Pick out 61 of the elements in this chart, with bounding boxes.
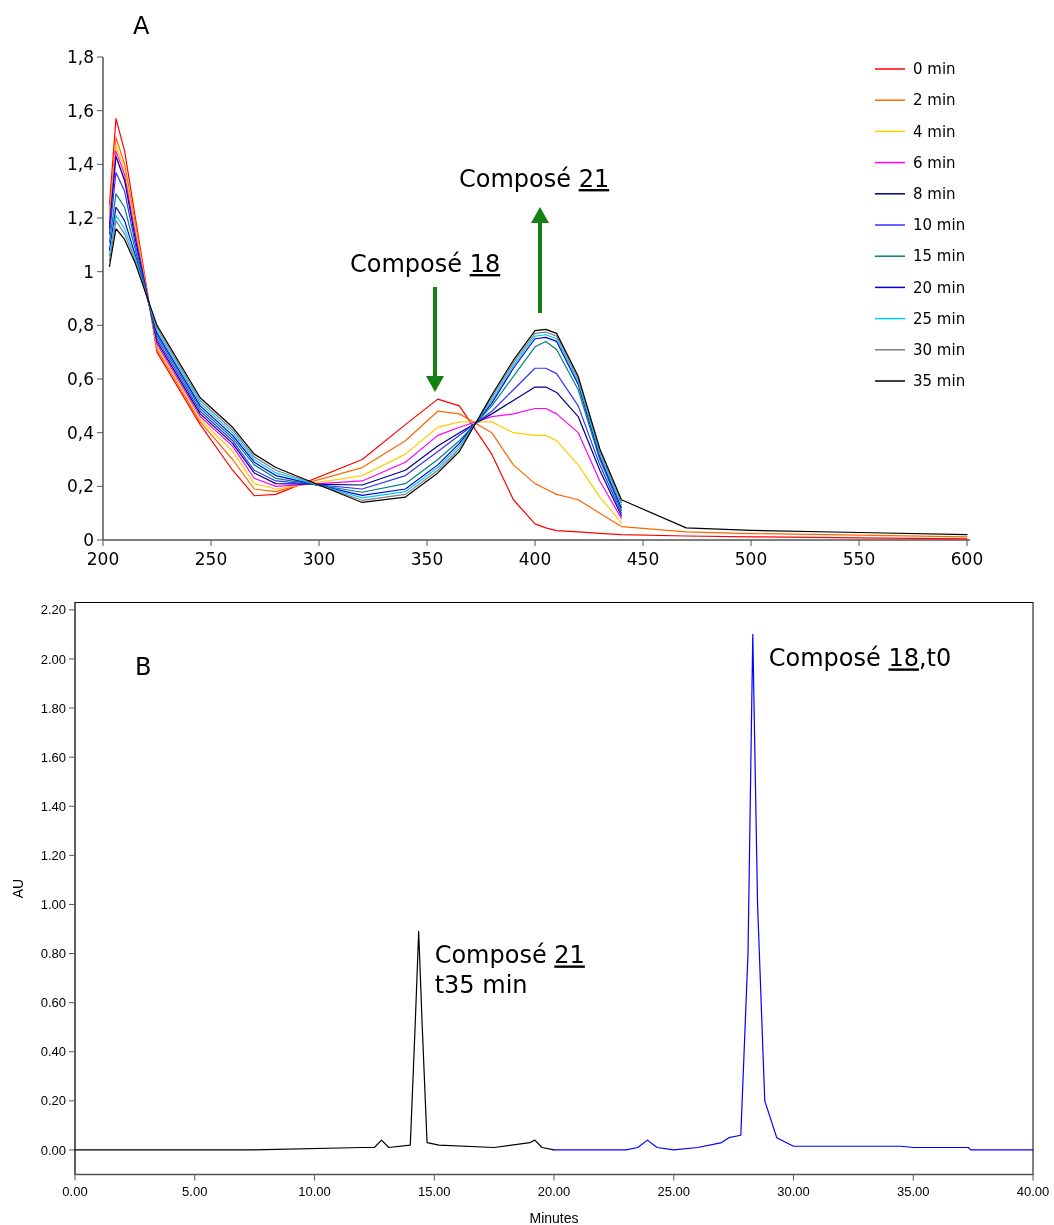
x-tick-label: 300 bbox=[302, 549, 336, 569]
y-tick-label: 0.20 bbox=[40, 1093, 66, 1109]
line-series bbox=[108, 228, 968, 536]
annotation: B bbox=[135, 653, 152, 681]
line-series bbox=[74, 930, 555, 1151]
legend-label: 6 min bbox=[913, 153, 956, 172]
annotation: Composé 18 bbox=[350, 250, 501, 278]
y-tick-label: 1,8 bbox=[66, 46, 94, 67]
x-tick-label: 15.00 bbox=[417, 1183, 451, 1199]
y-tick-label: 1.20 bbox=[40, 847, 66, 863]
x-tick-label: 250 bbox=[194, 549, 228, 569]
legend-label: 30 min bbox=[913, 341, 966, 360]
y-tick-label: 1,4 bbox=[66, 154, 94, 175]
x-tick-label: 35.00 bbox=[896, 1183, 930, 1199]
y-tick-label: 1,6 bbox=[66, 100, 94, 121]
y-tick-label: 2.20 bbox=[40, 602, 66, 618]
x-tick-label: 350 bbox=[410, 549, 444, 569]
y-tick-label: 1.40 bbox=[40, 798, 66, 814]
x-tick-label: 30.00 bbox=[777, 1183, 810, 1199]
legend-label: 10 min bbox=[913, 216, 966, 235]
x-tick-label: 25.00 bbox=[657, 1183, 691, 1199]
y-axis-title: AU bbox=[10, 878, 26, 899]
annotation: Composé 21 bbox=[459, 165, 610, 193]
text: A bbox=[133, 12, 150, 40]
legend-label: 2 min bbox=[913, 91, 956, 110]
x-tick-label: 200 bbox=[86, 549, 120, 569]
legend-label: 4 min bbox=[913, 122, 956, 141]
y-tick-label: 0.60 bbox=[40, 995, 66, 1011]
y-tick-label: 0,4 bbox=[66, 422, 94, 443]
y-tick-label: 0,2 bbox=[66, 476, 94, 497]
legend-label: 15 min bbox=[913, 247, 966, 266]
y-tick-label: 2.00 bbox=[40, 651, 66, 667]
y-tick-label: 0 bbox=[83, 529, 94, 550]
y-tick-label: 1.60 bbox=[40, 749, 66, 765]
y-tick-label: 1,2 bbox=[66, 207, 94, 228]
y-tick-label: 0,6 bbox=[66, 368, 94, 389]
x-tick-label: 450 bbox=[626, 549, 660, 569]
x-tick-label: 600 bbox=[950, 549, 984, 569]
line-series bbox=[553, 633, 1034, 1151]
y-tick-label: 0,8 bbox=[66, 315, 94, 336]
x-tick-label: 10.00 bbox=[298, 1183, 331, 1199]
legend-label: 8 min bbox=[913, 185, 956, 204]
x-tick-label: 40.00 bbox=[1016, 1183, 1050, 1199]
y-tick-label: 0.40 bbox=[40, 1044, 66, 1060]
annotation: Composé 18,t0 bbox=[768, 644, 952, 673]
legend-label: 0 min bbox=[913, 60, 956, 79]
y-tick-label: 1.00 bbox=[40, 897, 66, 913]
x-tick-label: 550 bbox=[842, 549, 876, 569]
y-tick-label: 0.80 bbox=[40, 946, 66, 962]
legend-label: 20 min bbox=[913, 278, 966, 297]
x-tick-label: 400 bbox=[518, 549, 552, 569]
x-axis-title: Minutes bbox=[529, 1209, 579, 1225]
legend-label: 25 min bbox=[913, 309, 966, 328]
annotation: Composé 21 t35 min bbox=[434, 941, 585, 1000]
x-tick-label: 20.00 bbox=[537, 1183, 571, 1199]
x-tick-label: 500 bbox=[734, 549, 768, 569]
y-tick-label: 1 bbox=[83, 261, 94, 282]
y-tick-label: 1.80 bbox=[40, 700, 66, 716]
y-tick-label: 0.00 bbox=[40, 1142, 66, 1158]
x-tick-label: 5.00 bbox=[182, 1183, 208, 1199]
legend-label: 35 min bbox=[913, 372, 966, 391]
